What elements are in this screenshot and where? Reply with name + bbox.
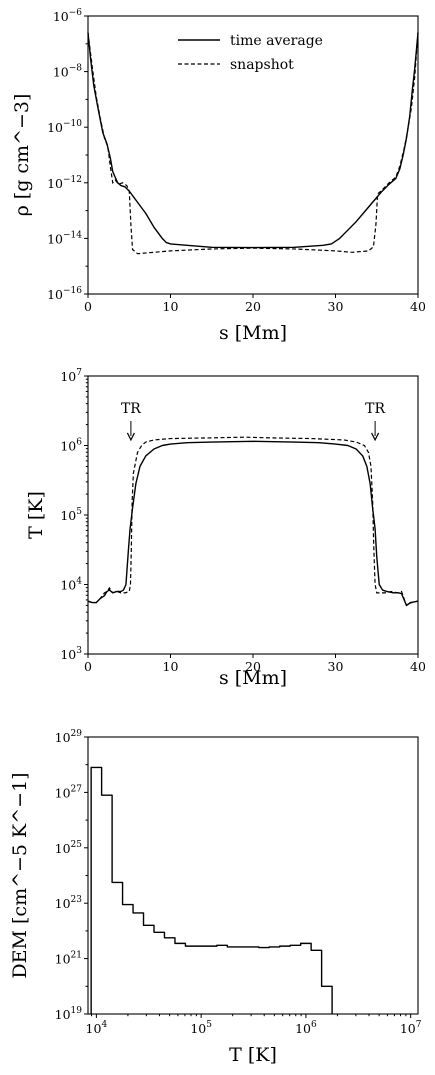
dem-y-tick-label: 1029 (55, 729, 83, 745)
dem-histogram-step (90, 766, 333, 1014)
dem-plot-frame (87, 736, 419, 1015)
temperature-y-tick-label: 103 (60, 646, 82, 662)
temperature-x-tick-label: 20 (245, 659, 261, 674)
temperature-y-tick-label: 105 (60, 507, 82, 523)
density-x-tick-label: 30 (328, 299, 344, 314)
temperature-plot-frame (87, 375, 419, 655)
temperature-y-tick-label: 104 (60, 577, 82, 593)
legend-snapshot: snapshot (230, 57, 294, 73)
density-series-time-average (87, 32, 419, 249)
density-series-snapshot (87, 32, 419, 255)
dem-panel: 104 105 106 107 1029 1027 1025 1023 1021 1019 T [K… (9, 729, 422, 1066)
temperature-y-tick-label: 106 (60, 438, 82, 454)
temperature-y-tick-label: 107 (60, 368, 82, 384)
temperature-panel: 0 10 20 30 40 107 106 105 104 103 s [Mm] T [K] TR TR (25, 368, 426, 689)
dem-y-tick-label: 1019 (55, 1006, 83, 1022)
density-y-tick-label: 10−10 (47, 119, 82, 135)
density-y-axis-label: ρ [g cm^−3] (11, 94, 33, 217)
dem-y-tick-label: 1023 (55, 895, 83, 911)
tr-arrow-head-icon (126, 432, 135, 442)
density-y-tick-label: 10−6 (53, 8, 82, 24)
temperature-x-tick-label: 40 (410, 659, 426, 674)
temperature-series-snapshot (87, 436, 419, 607)
legend-time-average: time average (230, 33, 323, 49)
temperature-series-time-average (87, 440, 419, 607)
tr-arrow-head-icon (371, 432, 380, 442)
density-x-tick-label: 20 (245, 299, 261, 314)
dem-y-tick-label: 1025 (55, 840, 83, 856)
density-x-axis-label: s [Mm] (219, 322, 287, 344)
temperature-y-axis-label: T [K] (25, 491, 47, 539)
density-x-tick-label: 0 (84, 299, 92, 314)
tr-annotation-label: TR (365, 401, 385, 417)
dem-x-tick-label: 107 (400, 1020, 422, 1036)
density-y-tick-label: 10−8 (53, 64, 82, 80)
density-x-tick-label: 10 (163, 299, 179, 314)
temperature-x-tick-label: 0 (84, 659, 92, 674)
dem-x-tick-label: 105 (190, 1020, 212, 1036)
temperature-x-tick-label: 30 (328, 659, 344, 674)
density-y-tick-label: 10−14 (47, 230, 82, 246)
density-panel: 0 10 20 30 40 10−6 10−8 10−10 10−12 10−14 10−16 s [… (11, 8, 426, 344)
dem-y-tick-label: 1021 (55, 951, 82, 967)
temperature-x-axis-label: s [Mm] (219, 667, 287, 689)
temperature-x-tick-label: 10 (163, 659, 179, 674)
dem-x-tick-label: 106 (295, 1020, 317, 1036)
dem-x-axis-label: T [K] (229, 1044, 277, 1066)
dem-y-axis-label: DEM [cm^−5 K^−1] (9, 772, 31, 978)
dem-x-tick-label: 104 (86, 1020, 108, 1036)
density-y-tick-label: 10−16 (47, 286, 82, 302)
dem-y-tick-label: 1027 (55, 784, 83, 800)
density-x-tick-label: 40 (410, 299, 426, 314)
density-y-tick-label: 10−12 (47, 175, 82, 191)
tr-annotation-label: TR (121, 401, 141, 417)
